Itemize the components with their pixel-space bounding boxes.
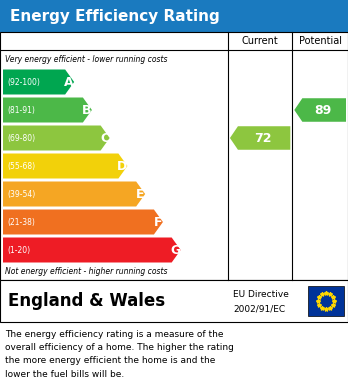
Polygon shape: [3, 237, 181, 262]
Text: B: B: [82, 104, 92, 117]
Text: A: A: [64, 75, 74, 88]
Bar: [0, 32, 348, 280]
Text: Potential: Potential: [299, 36, 342, 46]
Text: C: C: [100, 131, 109, 145]
Polygon shape: [3, 126, 110, 151]
Polygon shape: [3, 97, 92, 122]
Text: 72: 72: [254, 131, 272, 145]
Text: England & Wales: England & Wales: [8, 292, 165, 310]
Text: The energy efficiency rating is a measure of the
overall efficiency of a home. T: The energy efficiency rating is a measur…: [5, 330, 234, 378]
Polygon shape: [294, 98, 346, 122]
Text: E: E: [136, 188, 144, 201]
Bar: [308, 286, 344, 316]
Text: G: G: [171, 244, 181, 256]
Text: EU Directive: EU Directive: [233, 290, 289, 299]
Text: Energy Efficiency Rating: Energy Efficiency Rating: [10, 9, 220, 23]
Text: (69-80): (69-80): [7, 133, 35, 142]
Polygon shape: [3, 210, 163, 235]
Bar: [0, 0, 348, 32]
Text: (21-38): (21-38): [7, 217, 35, 226]
Text: (81-91): (81-91): [7, 106, 35, 115]
Text: D: D: [117, 160, 128, 172]
Text: Not energy efficient - higher running costs: Not energy efficient - higher running co…: [5, 267, 167, 276]
Polygon shape: [3, 70, 74, 95]
Text: Current: Current: [242, 36, 278, 46]
Text: (55-68): (55-68): [7, 161, 35, 170]
Polygon shape: [3, 154, 127, 179]
Polygon shape: [230, 126, 290, 150]
Text: (39-54): (39-54): [7, 190, 35, 199]
Polygon shape: [3, 181, 145, 206]
Text: (1-20): (1-20): [7, 246, 30, 255]
Text: (92-100): (92-100): [7, 77, 40, 86]
Text: F: F: [154, 215, 162, 228]
Text: 89: 89: [315, 104, 332, 117]
Text: 2002/91/EC: 2002/91/EC: [233, 304, 285, 313]
Bar: [0, 280, 348, 322]
Text: Very energy efficient - lower running costs: Very energy efficient - lower running co…: [5, 56, 167, 65]
